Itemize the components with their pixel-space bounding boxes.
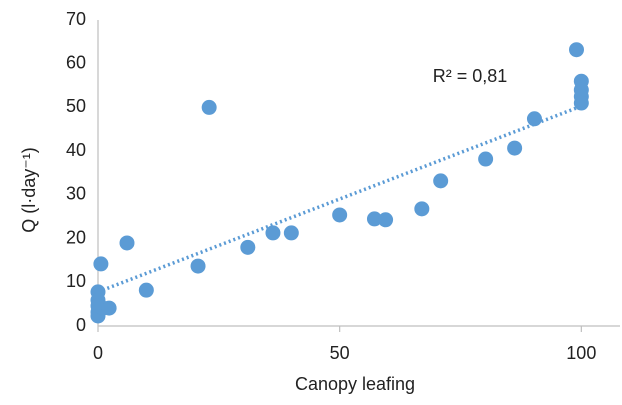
data-point — [414, 201, 430, 217]
y-tick-label: 30 — [66, 184, 86, 204]
x-axis-label: Canopy leafing — [295, 374, 415, 394]
data-point — [101, 300, 117, 316]
data-point — [573, 95, 589, 111]
data-point — [190, 258, 206, 274]
data-point — [265, 225, 281, 241]
y-axis-label: Q (l·day⁻¹) — [19, 147, 39, 233]
y-tick-label: 70 — [66, 9, 86, 29]
x-tick-label: 0 — [93, 343, 103, 363]
data-point — [526, 111, 542, 127]
data-point — [569, 42, 584, 58]
data-point — [138, 282, 154, 298]
y-tick-label: 10 — [66, 271, 86, 291]
y-tick-label: 40 — [66, 140, 86, 160]
data-point — [240, 239, 256, 255]
data-point — [378, 212, 394, 228]
data-point — [366, 211, 382, 227]
data-point — [507, 140, 523, 156]
x-tick-label: 100 — [566, 343, 596, 363]
data-point — [478, 151, 494, 167]
data-point — [283, 225, 299, 241]
data-point — [93, 256, 109, 272]
x-tick-label: 50 — [330, 343, 350, 363]
r-squared-annotation: R² = 0,81 — [433, 66, 508, 86]
y-tick-label: 60 — [66, 52, 86, 72]
y-tick-label: 50 — [66, 96, 86, 116]
y-tick-label: 20 — [66, 227, 86, 247]
data-point — [119, 235, 135, 251]
data-point — [201, 99, 217, 115]
trendline — [97, 104, 582, 294]
data-point — [433, 173, 449, 189]
y-tick-label: 0 — [76, 315, 86, 335]
data-point — [332, 207, 348, 223]
